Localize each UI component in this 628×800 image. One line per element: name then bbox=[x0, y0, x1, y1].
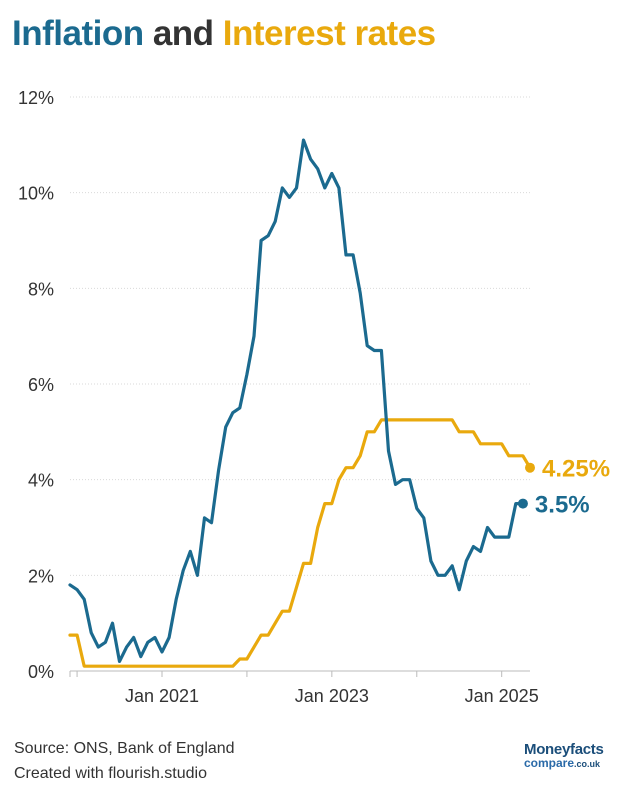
title-inflation: Inflation bbox=[12, 14, 144, 53]
inflation-end-point bbox=[517, 498, 528, 509]
end-labels: 3.5% 4.25% bbox=[517, 456, 610, 519]
y-tick-label: 10% bbox=[18, 184, 54, 204]
line-chart: 0%2%4%6%8%10%12% Jan 2021 Jan 2023 Jan 202… bbox=[18, 88, 610, 706]
x-tick-label: Jan 2021 bbox=[125, 686, 199, 706]
created-with-text: Created with flourish.studio bbox=[14, 765, 207, 782]
source-text: Source: ONS, Bank of England bbox=[14, 740, 235, 757]
inflation-end-label: 3.5% bbox=[535, 492, 590, 519]
logo-line1: Moneyfacts bbox=[524, 741, 604, 758]
interest-rate-end-label: 4.25% bbox=[542, 456, 610, 483]
logo-line2: compare.co.uk bbox=[524, 757, 616, 770]
series-lines bbox=[68, 138, 532, 668]
x-axis: Jan 2021 Jan 2023 Jan 2025 bbox=[69, 670, 539, 706]
moneyfacts-logo: Moneyfacts compare.co.uk bbox=[524, 742, 616, 770]
interest-rate-end-point bbox=[525, 462, 535, 473]
y-tick-label: 8% bbox=[28, 279, 54, 299]
y-tick-label: 6% bbox=[28, 375, 54, 395]
source-note: Source: ONS, Bank of England Created wit… bbox=[14, 736, 235, 786]
y-tick-label: 4% bbox=[28, 471, 54, 491]
title-interest-rates: Interest rates bbox=[222, 14, 436, 53]
chart-title: Inflation and Interest rates bbox=[12, 14, 436, 54]
x-tick-label: Jan 2023 bbox=[295, 686, 369, 706]
y-tick-label: 2% bbox=[28, 566, 54, 586]
logo-compare: compare bbox=[524, 756, 575, 770]
y-axis-labels: 0% 2% 4% 6% 8% 10% 12% bbox=[18, 88, 54, 682]
inflation-line bbox=[68, 138, 525, 663]
y-tick-label: 0% bbox=[28, 662, 54, 682]
x-tick-label: Jan 2025 bbox=[465, 686, 539, 706]
interest-rate-line bbox=[68, 418, 532, 668]
title-and: and bbox=[152, 14, 214, 53]
logo-suffix: .co.uk bbox=[574, 759, 601, 769]
y-tick-label: 12% bbox=[18, 88, 54, 108]
